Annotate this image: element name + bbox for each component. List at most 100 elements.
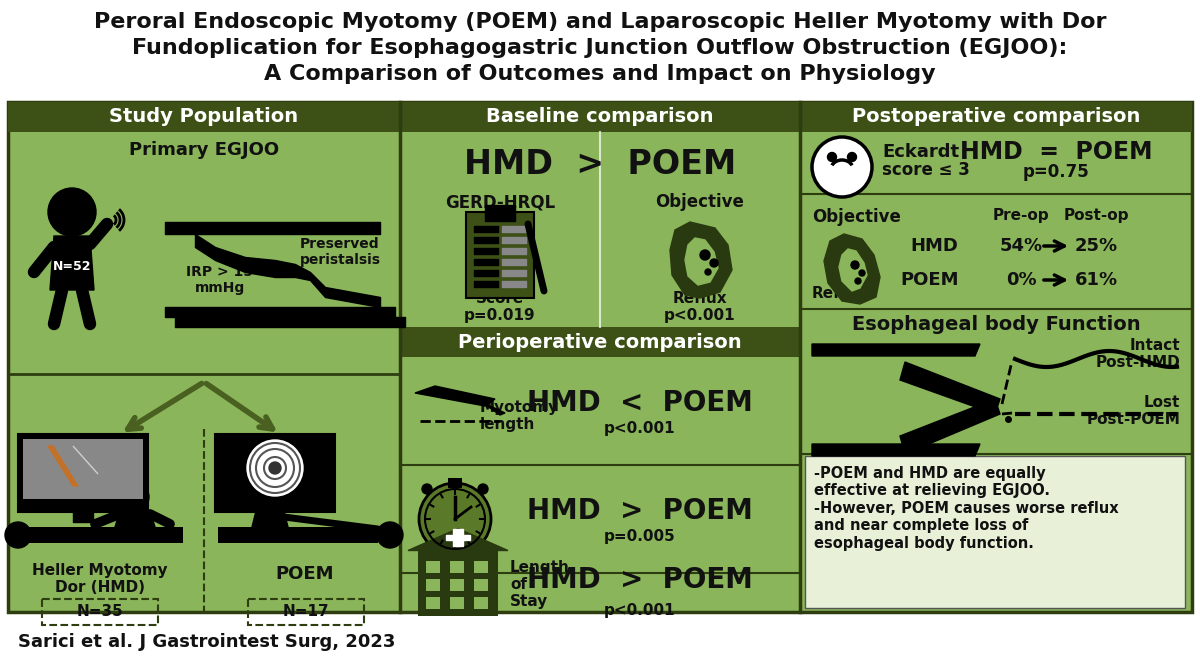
Text: Perioperative comparison: Perioperative comparison xyxy=(458,333,742,351)
Text: 61%: 61% xyxy=(1074,271,1117,289)
Text: Sarici et al. J Gastrointest Surg, 2023: Sarici et al. J Gastrointest Surg, 2023 xyxy=(18,633,395,651)
Polygon shape xyxy=(454,528,463,546)
FancyBboxPatch shape xyxy=(18,527,182,543)
Text: Reflux: Reflux xyxy=(812,286,866,302)
Text: 54%: 54% xyxy=(1000,237,1043,255)
FancyBboxPatch shape xyxy=(800,102,1192,132)
Circle shape xyxy=(847,153,857,161)
Circle shape xyxy=(422,484,432,494)
Text: Eckardt: Eckardt xyxy=(882,143,959,161)
Circle shape xyxy=(854,278,862,284)
Text: Post-op: Post-op xyxy=(1063,208,1129,223)
FancyBboxPatch shape xyxy=(400,102,800,132)
Polygon shape xyxy=(824,234,880,304)
FancyBboxPatch shape xyxy=(450,579,464,591)
Polygon shape xyxy=(415,386,496,406)
FancyBboxPatch shape xyxy=(474,597,488,609)
Text: -POEM and HMD are equally
effective at relieving EGJOO.
-However, POEM causes wo: -POEM and HMD are equally effective at r… xyxy=(814,466,1118,550)
Circle shape xyxy=(247,440,302,496)
FancyBboxPatch shape xyxy=(805,456,1186,608)
FancyBboxPatch shape xyxy=(418,550,498,616)
Polygon shape xyxy=(839,249,866,291)
Polygon shape xyxy=(446,534,470,540)
Circle shape xyxy=(851,261,859,269)
Circle shape xyxy=(700,250,710,260)
Polygon shape xyxy=(670,222,732,298)
Circle shape xyxy=(379,524,397,542)
Polygon shape xyxy=(73,446,98,474)
Circle shape xyxy=(269,462,281,474)
Circle shape xyxy=(710,259,718,267)
Text: Study Population: Study Population xyxy=(109,108,299,126)
Text: Lost
Post-POEM: Lost Post-POEM xyxy=(1086,395,1180,427)
Polygon shape xyxy=(900,399,1000,454)
Text: Objective: Objective xyxy=(812,208,901,226)
Text: POEM: POEM xyxy=(900,271,959,289)
Text: Reflux
p<0.001: Reflux p<0.001 xyxy=(664,291,736,323)
FancyBboxPatch shape xyxy=(485,205,515,221)
FancyBboxPatch shape xyxy=(400,327,800,357)
FancyBboxPatch shape xyxy=(474,579,488,591)
Polygon shape xyxy=(252,511,288,527)
Polygon shape xyxy=(812,344,980,356)
Text: Score
p=0.019: Score p=0.019 xyxy=(464,291,536,323)
Polygon shape xyxy=(115,511,155,527)
FancyBboxPatch shape xyxy=(450,560,464,573)
Text: HMD  >  POEM: HMD > POEM xyxy=(527,497,752,525)
Text: N=35: N=35 xyxy=(77,605,124,620)
Text: HMD  <  POEM: HMD < POEM xyxy=(527,389,752,417)
FancyBboxPatch shape xyxy=(426,597,440,609)
Text: A Comparison of Outcomes and Impact on Physiology: A Comparison of Outcomes and Impact on P… xyxy=(264,64,936,84)
Text: Objective: Objective xyxy=(655,193,744,211)
Text: 0%: 0% xyxy=(1006,271,1037,289)
Text: Preserved
peristalsis: Preserved peristalsis xyxy=(300,237,380,267)
Text: Fundoplication for Esophagogastric Junction Outflow Obstruction (EGJOO):: Fundoplication for Esophagogastric Junct… xyxy=(132,38,1068,58)
Text: Myotomy
length: Myotomy length xyxy=(480,400,559,432)
Circle shape xyxy=(377,522,403,548)
Text: HMD: HMD xyxy=(910,237,958,255)
Text: Heller Myotomy
Dor (HMD): Heller Myotomy Dor (HMD) xyxy=(32,563,168,595)
FancyBboxPatch shape xyxy=(8,102,400,132)
Text: Baseline comparison: Baseline comparison xyxy=(486,108,714,126)
Polygon shape xyxy=(900,362,1000,414)
Circle shape xyxy=(121,483,149,511)
Polygon shape xyxy=(812,444,980,456)
Text: p<0.001: p<0.001 xyxy=(604,421,676,437)
Text: HMD  =  POEM: HMD = POEM xyxy=(960,140,1152,164)
Text: 25%: 25% xyxy=(1074,237,1117,255)
Text: Pre-op: Pre-op xyxy=(992,208,1049,223)
Polygon shape xyxy=(685,238,718,285)
Circle shape xyxy=(5,522,31,548)
Polygon shape xyxy=(480,401,505,415)
Text: Postoperative comparison: Postoperative comparison xyxy=(852,108,1140,126)
Text: Intact
Post-HMD: Intact Post-HMD xyxy=(1096,338,1180,370)
FancyBboxPatch shape xyxy=(215,434,335,512)
FancyBboxPatch shape xyxy=(23,439,143,499)
FancyBboxPatch shape xyxy=(426,560,440,573)
FancyBboxPatch shape xyxy=(450,597,464,609)
Polygon shape xyxy=(48,446,78,486)
Text: OR
Time: OR Time xyxy=(434,564,476,597)
Text: HMD  >  POEM: HMD > POEM xyxy=(464,147,736,181)
Circle shape xyxy=(478,484,488,494)
Text: Esophageal body Function: Esophageal body Function xyxy=(852,315,1140,335)
FancyBboxPatch shape xyxy=(474,560,488,573)
Text: N=17: N=17 xyxy=(283,605,329,620)
Text: p=0.005: p=0.005 xyxy=(604,530,676,544)
Circle shape xyxy=(812,137,872,197)
Polygon shape xyxy=(408,528,508,550)
FancyBboxPatch shape xyxy=(426,579,440,591)
Text: p=0.75: p=0.75 xyxy=(1022,163,1090,181)
Text: Peroral Endoscopic Myotomy (POEM) and Laparoscopic Heller Myotomy with Dor: Peroral Endoscopic Myotomy (POEM) and La… xyxy=(94,12,1106,32)
Text: Intact Preop: Intact Preop xyxy=(812,466,918,481)
Text: Length
of
Stay: Length of Stay xyxy=(510,560,570,610)
FancyBboxPatch shape xyxy=(18,434,148,512)
Text: score ≤ 3: score ≤ 3 xyxy=(882,161,970,179)
Text: IRP > 15
mmHg: IRP > 15 mmHg xyxy=(186,265,253,295)
Text: HMD  >  POEM: HMD > POEM xyxy=(527,566,752,595)
Polygon shape xyxy=(50,236,94,290)
Circle shape xyxy=(859,270,865,276)
Circle shape xyxy=(256,483,284,511)
Text: Primary EGJOO: Primary EGJOO xyxy=(128,141,280,159)
Text: GERD-HRQL: GERD-HRQL xyxy=(445,193,556,211)
